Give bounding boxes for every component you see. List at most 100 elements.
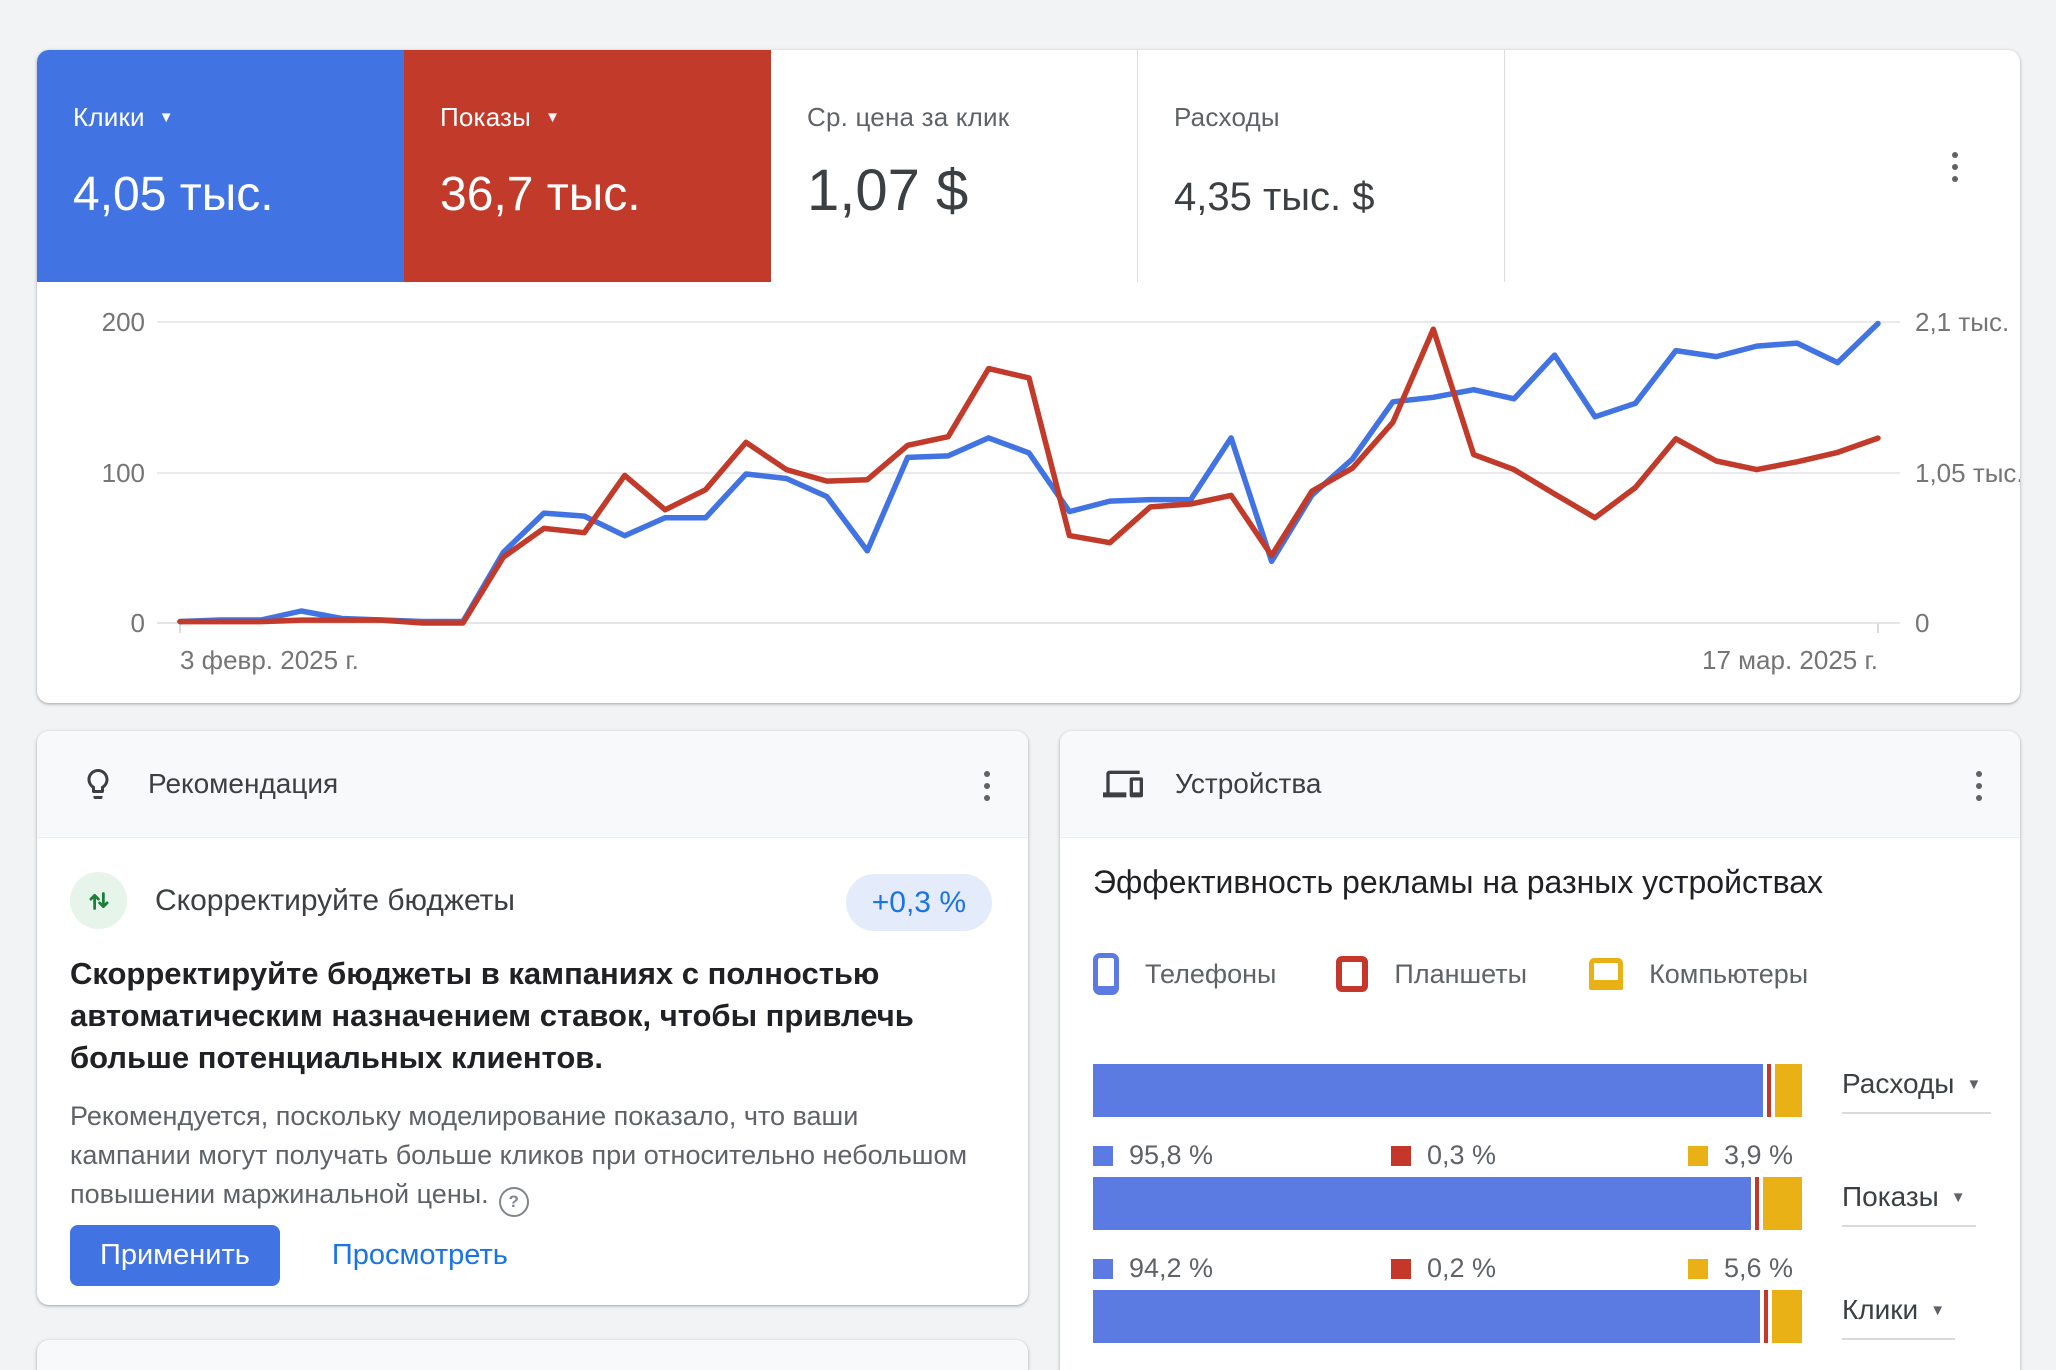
scorecard-impressions[interactable]: Показы ▼ 36,7 тыс. — [404, 50, 771, 282]
right-axis-tick-0: 0 — [1915, 608, 1929, 638]
scorecard-row: Клики ▼ 4,05 тыс. Показы ▼ 36,7 тыс. Ср. ц… — [37, 50, 2020, 282]
apply-button[interactable]: Применить — [70, 1225, 280, 1286]
view-link[interactable]: Просмотреть — [331, 1239, 508, 1271]
recommendation-header-title: Рекомендация — [148, 768, 339, 799]
legend-square-icon — [1391, 1145, 1411, 1166]
percent-value: 3,9 % — [1724, 1140, 1794, 1170]
legend-label: Компьютеры — [1649, 958, 1809, 989]
metric-dropdown-Расходы[interactable]: Расходы ▼ — [1842, 1068, 1992, 1114]
recommendation-card: Рекомендация Скорректируйте бюджеты +0,3… — [37, 731, 1028, 1305]
scorecard-impressions-label: Показы — [440, 102, 532, 132]
scorecard-cost[interactable]: Расходы 4,35 тыс. $ — [1138, 50, 1505, 282]
percent-item-Планшеты: 0,2 % — [1391, 1253, 1496, 1284]
tablet-icon — [1336, 956, 1369, 992]
percent-item-Планшеты: 0,3 % — [1391, 1366, 1496, 1370]
adjust-budgets-icon — [70, 872, 127, 929]
percent-item-Телефоны: 95,4 % — [1093, 1366, 1213, 1370]
percent-value: 0,3 % — [1427, 1140, 1497, 1170]
right-axis-tick-top: 2,1 тыс. — [1915, 307, 2009, 337]
scorecard-impressions-value: 36,7 тыс. — [440, 168, 641, 221]
percent-item-Компьютеры: 4,3 % — [1688, 1366, 1793, 1370]
stacked-bar-Клики — [1093, 1290, 1802, 1343]
bar-segment-Телефоны — [1093, 1290, 1760, 1343]
metric-label: Показы — [1842, 1181, 1939, 1212]
legend-square-icon — [1391, 1258, 1411, 1279]
devices-icon — [1103, 770, 1143, 798]
performance-card: Клики ▼ 4,05 тыс. Показы ▼ 36,7 тыс. Ср. ц… — [37, 50, 2020, 703]
percent-value: 95,4 % — [1129, 1366, 1213, 1370]
legend-label: Телефоны — [1145, 958, 1277, 989]
percent-value: 4,3 % — [1724, 1366, 1793, 1370]
uplift-badge: +0,3 % — [845, 874, 992, 931]
legend-square-icon — [1688, 1258, 1708, 1279]
percent-value: 0,3 % — [1427, 1366, 1496, 1370]
percent-row-Расходы: 95,8 % 0,3 % 3,9 % — [1093, 1140, 1802, 1171]
kebab-menu-icon[interactable] — [1946, 146, 1964, 188]
percent-row-Показы: 94,2 % 0,2 % 5,6 % — [1093, 1253, 1802, 1284]
percent-value: 95,8 % — [1129, 1140, 1214, 1170]
metric-label: Клики — [1842, 1294, 1919, 1325]
scorecard-clicks-value: 4,05 тыс. — [73, 168, 274, 221]
kebab-menu-icon[interactable] — [1970, 765, 1988, 807]
devices-header-title: Устройства — [1175, 768, 1322, 799]
scorecard-cost-label: Расходы — [1174, 102, 1280, 132]
recommendation-card-header: Рекомендация — [37, 731, 1028, 838]
stacked-bar-Расходы — [1093, 1064, 1802, 1117]
left-axis-tick-100: 100 — [102, 458, 145, 488]
x-axis-start-date: 3 февр. 2025 г. — [180, 645, 359, 675]
devices-legend: Телефоны Планшеты Компьютеры — [1093, 953, 1808, 995]
lightbulb-icon — [87, 769, 109, 799]
bar-segment-Компьютеры — [1771, 1290, 1802, 1343]
scorecard-clicks-label: Клики — [73, 102, 145, 132]
legend-item-phones: Телефоны — [1093, 953, 1276, 995]
legend-square-icon — [1688, 1145, 1708, 1166]
scorecard-cost-value: 4,35 тыс. $ — [1174, 175, 1375, 219]
x-axis-end-date: 17 мар. 2025 г. — [1702, 645, 1878, 675]
percent-value: 0,2 % — [1427, 1253, 1497, 1283]
performance-chart: 200 100 0 2,1 тыс. 1,05 тыс. 0 3 февр. 2… — [102, 307, 2020, 675]
percent-item-Телефоны: 94,2 % — [1093, 1253, 1213, 1284]
legend-square-icon — [1093, 1145, 1113, 1166]
chevron-down-icon[interactable]: ▼ — [545, 109, 561, 126]
help-icon[interactable]: ? — [498, 1186, 529, 1217]
legend-square-icon — [1093, 1258, 1113, 1279]
legend-item-tablets: Планшеты — [1276, 956, 1527, 992]
recommendation-type-title: Скорректируйте бюджеты — [155, 883, 515, 917]
chevron-down-icon[interactable]: ▼ — [1966, 1075, 1982, 1093]
percent-item-Компьютеры: 5,6 % — [1688, 1253, 1793, 1284]
percent-row-Клики: 95,4 % 0,3 % 4,3 % — [1093, 1366, 1802, 1370]
metric-dropdown-Клики[interactable]: Клики ▼ — [1842, 1294, 1956, 1340]
bar-segment-Телефоны — [1093, 1064, 1763, 1117]
chevron-down-icon[interactable]: ▼ — [1930, 1301, 1946, 1319]
left-axis-tick-0: 0 — [131, 608, 145, 638]
devices-chart-title: Эффективность рекламы на разных устройст… — [1093, 864, 1824, 900]
kebab-menu-icon[interactable] — [978, 765, 996, 807]
metric-dropdown-Показы[interactable]: Показы ▼ — [1842, 1181, 1976, 1227]
bar-segment-Планшеты — [1754, 1177, 1759, 1230]
percent-item-Компьютеры: 3,9 % — [1688, 1140, 1793, 1171]
bar-segment-Планшеты — [1763, 1290, 1768, 1343]
percent-item-Планшеты: 0,3 % — [1391, 1140, 1496, 1171]
bar-segment-Планшеты — [1766, 1064, 1771, 1117]
legend-item-computers: Компьютеры — [1527, 958, 1808, 990]
bar-segment-Компьютеры — [1774, 1064, 1802, 1117]
bar-segment-Телефоны — [1093, 1177, 1751, 1230]
legend-label: Планшеты — [1394, 958, 1528, 989]
chevron-down-icon[interactable]: ▼ — [1950, 1188, 1966, 1206]
percent-value: 5,6 % — [1724, 1253, 1794, 1283]
recommendation-body: Рекомендуется, поскольку моделирование п… — [70, 1097, 980, 1217]
scorecard-clicks[interactable]: Клики ▼ 4,05 тыс. — [37, 50, 404, 282]
recommendation-headline: Скорректируйте бюджеты в кампаниях с пол… — [70, 956, 914, 1075]
scorecard-avg-cpc-label: Ср. цена за клик — [807, 102, 1010, 132]
percent-item-Телефоны: 95,8 % — [1093, 1140, 1213, 1171]
laptop-icon — [1589, 958, 1624, 990]
left-axis-tick-200: 200 — [102, 307, 145, 337]
devices-card-header: Устройства — [1060, 731, 2020, 838]
scorecard-avg-cpc-value: 1,07 $ — [807, 158, 969, 223]
bar-segment-Компьютеры — [1762, 1177, 1802, 1230]
line-series-Показы — [177, 326, 1881, 626]
scorecard-avg-cpc[interactable]: Ср. цена за клик 1,07 $ — [771, 50, 1138, 282]
recommendation-type-row: Скорректируйте бюджеты — [70, 872, 515, 929]
chevron-down-icon[interactable]: ▼ — [158, 109, 174, 126]
